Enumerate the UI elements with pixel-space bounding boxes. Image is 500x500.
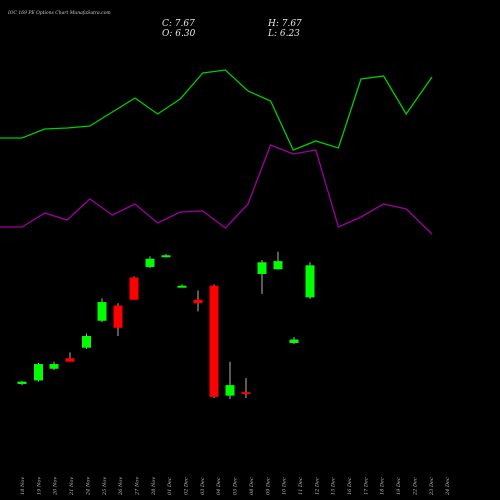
x-tick-label: 20 Nov — [53, 477, 59, 496]
purple-indicator-line — [0, 144, 433, 235]
candles — [17, 251, 315, 400]
x-tick-label: 27 Nov — [134, 477, 140, 496]
x-tick-label: 03 Dec — [200, 477, 206, 495]
x-tick-label: 16 Dec — [347, 477, 353, 495]
green-indicator-line — [0, 69, 433, 151]
x-tick-label: 12 Dec — [314, 477, 320, 495]
x-tick-label: 19 Nov — [36, 477, 42, 495]
candle-body — [273, 261, 283, 270]
x-tick-label: 24 Nov — [85, 477, 91, 496]
x-tick-label: 09 Dec — [265, 477, 271, 495]
x-tick-label: 15 Dec — [331, 477, 337, 495]
candle-body — [193, 299, 203, 304]
x-tick-label: 01 Dec — [167, 477, 173, 495]
candle-body — [34, 364, 43, 381]
x-tick-label: 26 Nov — [118, 477, 124, 496]
low-label: L: 6.23 — [268, 29, 300, 39]
x-tick-label: 11 Dec — [298, 477, 304, 495]
x-tick-label: 08 Dec — [249, 477, 255, 495]
open-label: O: 6.30 — [162, 29, 196, 39]
candle-body — [65, 358, 75, 362]
x-tick-label: 18 Dec — [380, 477, 386, 495]
purple-series-line — [0, 144, 433, 235]
x-tick-label: 18 Nov — [20, 477, 26, 495]
candle-body — [225, 385, 235, 396]
x-tick-label: 17 Dec — [363, 477, 369, 495]
x-tick-label: 05 Dec — [233, 477, 239, 495]
candle-body — [129, 277, 139, 300]
candle-body — [161, 255, 171, 258]
candle-body — [97, 302, 107, 321]
x-tick-label: 02 Dec — [184, 477, 190, 495]
x-tick-label: 28 Nov — [151, 477, 157, 496]
x-tick-label: 19 Dec — [396, 477, 402, 495]
green-series-line — [0, 69, 433, 151]
candle-body — [177, 285, 187, 288]
x-tick-label: 10 Dec — [282, 477, 288, 495]
x-tick-label: 25 Nov — [102, 477, 108, 496]
candle-body — [82, 335, 91, 348]
candle-body — [145, 258, 155, 267]
candle-body — [289, 339, 299, 344]
candle-body — [209, 285, 219, 397]
x-tick-label: 22 Dec — [412, 477, 418, 496]
candle-body — [241, 392, 251, 395]
candle-body — [17, 381, 27, 384]
x-axis-labels: 18 Nov 19 Nov 20 Nov 21 Nov 24 Nov 25 Nov 26 N… — [20, 477, 451, 496]
candle-body — [257, 262, 267, 274]
high-label: H: 7.67 — [268, 19, 302, 29]
x-tick-label: 04 Dec — [216, 477, 222, 495]
candle-body — [113, 305, 123, 328]
candle-body — [49, 364, 59, 369]
x-tick-label: 24 Dec — [445, 477, 451, 496]
chart-subtitle: IOC 169 PE Options Chart MunafaSutra.com — [8, 11, 111, 16]
x-tick-label: 21 Nov — [69, 477, 75, 496]
close-label: C: 7.67 — [162, 19, 195, 29]
candle-body — [305, 265, 315, 298]
x-tick-label: 23 Dec — [429, 477, 435, 496]
